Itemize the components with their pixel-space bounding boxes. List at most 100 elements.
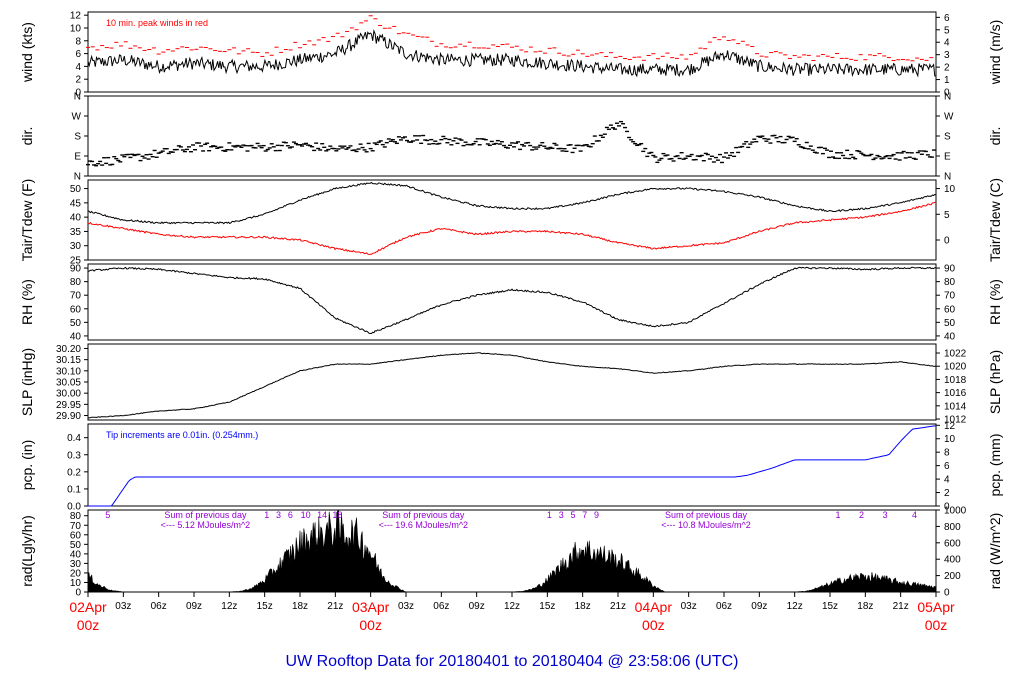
ytick-right-label: 1000 — [944, 506, 967, 517]
time-tick-label: 03z — [681, 601, 697, 612]
ylabel-left-wind: wind (kts) — [19, 22, 35, 83]
ytick-left-label: E — [74, 152, 81, 163]
rad-hour-mark: 1 — [264, 510, 269, 520]
ytick-right-label: 6 — [944, 461, 950, 472]
rad-hour-mark: 3 — [276, 510, 281, 520]
time-tick-label: 09z — [751, 601, 767, 612]
ylabel-right-slp: SLP (hPa) — [987, 350, 1003, 414]
ylabel-left-rad: rad(Lgly/hr) — [19, 515, 35, 587]
ylabel-left-rh: RH (%) — [19, 279, 35, 325]
rad-hour-mark: 6 — [288, 510, 293, 520]
figure-title: UW Rooftop Data for 20180401 to 20180404… — [286, 653, 739, 670]
date-hour-label: 00z — [77, 617, 100, 633]
date-label: 03Apr — [352, 599, 390, 615]
ytick-right-label: 4 — [944, 38, 950, 49]
rad-daily-value: <--- 19.6 MJoules/m^2 — [379, 520, 469, 530]
wind-series-mean — [87, 28, 937, 78]
ytick-right-label: 1014 — [944, 401, 967, 412]
ytick-right-label: 0 — [944, 236, 950, 247]
time-tick-label: 18z — [292, 601, 308, 612]
ytick-left-label: 70 — [70, 521, 82, 532]
ytick-left-label: 90 — [70, 264, 82, 275]
ytick-right-label: 6 — [944, 13, 950, 24]
time-tick-label: 18z — [575, 601, 591, 612]
pcp-series — [88, 425, 937, 507]
ytick-right-label: 10 — [944, 184, 956, 195]
ytick-left-label: 80 — [70, 277, 82, 288]
ytick-left-label: 25 — [70, 256, 82, 267]
panel-frame-wind — [87, 11, 937, 93]
rad-daily-value: <--- 10.8 MJoules/m^2 — [661, 520, 751, 530]
ytick-left-label: 40 — [70, 331, 82, 342]
ytick-right-label: 400 — [944, 555, 961, 566]
rad-hour-mark: 3 — [559, 510, 564, 520]
ytick-left-label: 8 — [75, 36, 81, 47]
ytick-left-label: 0.1 — [67, 484, 81, 495]
rad-hour-mark: 5 — [570, 510, 575, 520]
time-tick-label: 21z — [327, 601, 343, 612]
panel-note-pcp: Tip increments are 0.01in. (0.254mm.) — [106, 430, 258, 440]
time-tick-label: 21z — [610, 601, 626, 612]
rad-daily-value: <--- 5.12 MJoules/m^2 — [161, 520, 251, 530]
ytick-left-label: 40 — [70, 213, 82, 224]
rad-hour-mark: 9 — [594, 510, 599, 520]
ytick-left-label: 4 — [75, 62, 81, 73]
temp-series-Tair — [87, 181, 937, 225]
time-tick-label: 09z — [469, 601, 485, 612]
date-label: 04Apr — [635, 599, 673, 615]
ytick-right-label: 8 — [944, 448, 950, 459]
ytick-left-label: 12 — [70, 11, 82, 22]
ylabel-right-rad: rad (W/m^2) — [987, 513, 1003, 590]
ytick-right-label: 0 — [944, 588, 950, 599]
panel-frame-rh — [87, 263, 937, 341]
ytick-left-label: 30.20 — [56, 344, 81, 355]
rad-hour-mark: 4 — [912, 510, 917, 520]
ytick-right-label: N — [944, 92, 951, 103]
ytick-left-label: 50 — [70, 184, 82, 195]
ytick-left-label: 10 — [70, 24, 82, 35]
panel-frame-dir — [87, 95, 937, 177]
ytick-left-label: 50 — [70, 540, 82, 551]
time-tick-label: 06z — [151, 601, 167, 612]
ytick-right-label: 1012 — [944, 415, 967, 426]
ytick-right-label: 1018 — [944, 375, 967, 386]
ytick-right-label: 800 — [944, 522, 961, 533]
ytick-right-label: 10 — [944, 434, 956, 445]
panel-frame-pcp — [87, 423, 937, 507]
rad-hour-mark: 1 — [547, 510, 552, 520]
temp-series-Tdew — [87, 201, 937, 256]
ytick-left-label: 60 — [70, 304, 82, 315]
ytick-left-label: 70 — [70, 291, 82, 302]
ytick-left-label: 2 — [75, 75, 81, 86]
time-tick-label: 09z — [186, 601, 202, 612]
ylabel-left-pcp: pcp. (in) — [19, 440, 35, 491]
ylabel-right-wind: wind (m/s) — [987, 20, 1003, 86]
time-tick-label: 21z — [893, 601, 909, 612]
ytick-left-label: 0.3 — [67, 450, 81, 461]
ytick-left-label: 20 — [70, 568, 82, 579]
ytick-right-label: 2 — [944, 488, 950, 499]
rad-daily-label: Sum of previous day — [665, 510, 748, 520]
ytick-left-label: 0 — [75, 88, 81, 99]
ytick-right-label: 1 — [944, 75, 950, 86]
ytick-right-label: 70 — [944, 291, 956, 302]
rad-hour-mark: 5 — [105, 510, 110, 520]
ytick-left-label: 80 — [70, 511, 82, 522]
rad-hour-mark: 1 — [835, 510, 840, 520]
ytick-left-label: 0.0 — [67, 502, 81, 513]
ylabel-left-dir: dir. — [19, 127, 35, 146]
time-tick-label: 12z — [504, 601, 520, 612]
time-tick-label: 15z — [822, 601, 838, 612]
date-label: 02Apr — [69, 599, 107, 615]
ylabel-right-dir: dir. — [987, 127, 1003, 146]
ytick-right-label: 600 — [944, 538, 961, 549]
time-tick-label: 18z — [857, 601, 873, 612]
ytick-left-label: 30 — [70, 559, 82, 570]
ytick-right-label: 5 — [944, 210, 950, 221]
ytick-left-label: 50 — [70, 318, 82, 329]
ytick-left-label: 30.00 — [56, 389, 81, 400]
rad-hour-mark: 2 — [859, 510, 864, 520]
ytick-right-label: 2 — [944, 63, 950, 74]
ytick-right-label: 1020 — [944, 362, 967, 373]
